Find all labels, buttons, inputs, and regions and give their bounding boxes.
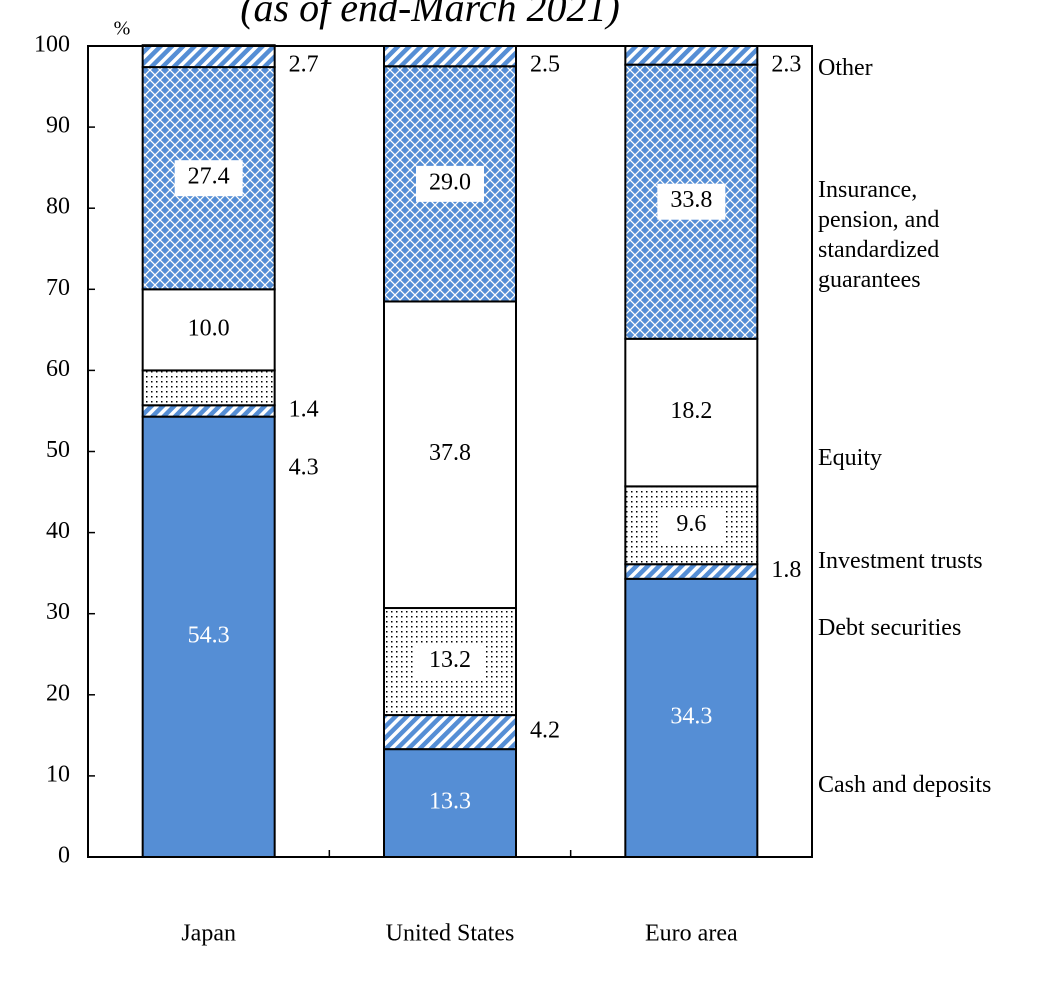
x-tick-label: Japan xyxy=(181,921,236,947)
legend-label: Equity xyxy=(818,445,882,471)
data-label: 4.3 xyxy=(289,454,319,480)
data-label: 4.2 xyxy=(530,718,560,744)
label-box xyxy=(657,394,726,431)
y-tick-label: 40 xyxy=(46,518,70,544)
data-label: 18.2 xyxy=(670,398,712,424)
data-label: 54.3 xyxy=(188,622,230,648)
data-label: 9.6 xyxy=(676,511,706,537)
data-label: 27.4 xyxy=(188,164,230,190)
bar-segment xyxy=(383,748,517,859)
y-tick-label: 0 xyxy=(58,843,70,869)
y-tick-label: 70 xyxy=(46,275,70,301)
data-label: 37.8 xyxy=(429,440,471,466)
data-label: 2.5 xyxy=(530,52,560,78)
x-tick-label: Euro area xyxy=(645,921,738,947)
chart-title: (as of end-March 2021) xyxy=(240,0,620,30)
data-label: 33.8 xyxy=(670,187,712,213)
label-box xyxy=(174,160,243,197)
bar-segment xyxy=(383,45,517,68)
label-box xyxy=(416,643,484,680)
bar-segment xyxy=(624,577,759,859)
data-label: 10.0 xyxy=(188,315,230,341)
bar-segment xyxy=(141,369,276,407)
bar-segment xyxy=(141,404,276,418)
data-label: 29.0 xyxy=(429,169,471,195)
bar-segment xyxy=(141,415,276,858)
bar-segment xyxy=(141,44,276,69)
data-label: 2.7 xyxy=(289,52,319,78)
x-tick-label: United States xyxy=(386,921,515,947)
plot-frame xyxy=(87,45,813,858)
bar-segment xyxy=(624,563,759,580)
label-box xyxy=(657,183,726,220)
label-box xyxy=(416,165,484,202)
data-label: 34.3 xyxy=(670,703,712,729)
y-tick-label: 60 xyxy=(46,356,70,382)
legend-label: Investment trusts xyxy=(818,548,983,574)
data-label: 2.3 xyxy=(771,52,801,78)
bar-segment xyxy=(624,45,759,66)
y-tick-label: 90 xyxy=(46,113,70,139)
legend-label: Debt securities xyxy=(818,615,962,641)
y-tick-label: 50 xyxy=(46,437,70,463)
label-box xyxy=(416,436,484,473)
data-label: 13.2 xyxy=(429,647,471,673)
y-tick-label: 20 xyxy=(46,680,70,706)
bar-segment xyxy=(383,300,517,610)
legend-label: Cash and deposits xyxy=(818,772,992,798)
data-label: 13.3 xyxy=(429,789,471,815)
data-label: 1.4 xyxy=(289,396,319,422)
label-box xyxy=(657,507,726,544)
data-label: 1.8 xyxy=(771,557,801,583)
y-tick-label: 10 xyxy=(46,761,70,787)
bar-segment xyxy=(383,714,517,751)
y-unit: % xyxy=(114,18,131,40)
label-box xyxy=(174,311,243,348)
y-tick-label: 80 xyxy=(46,194,70,220)
y-tick-label: 100 xyxy=(34,32,70,58)
y-tick-label: 30 xyxy=(46,599,70,625)
legend-label: Insurance, pension, and standardized gua… xyxy=(818,177,940,293)
legend-label: Other xyxy=(818,55,873,81)
